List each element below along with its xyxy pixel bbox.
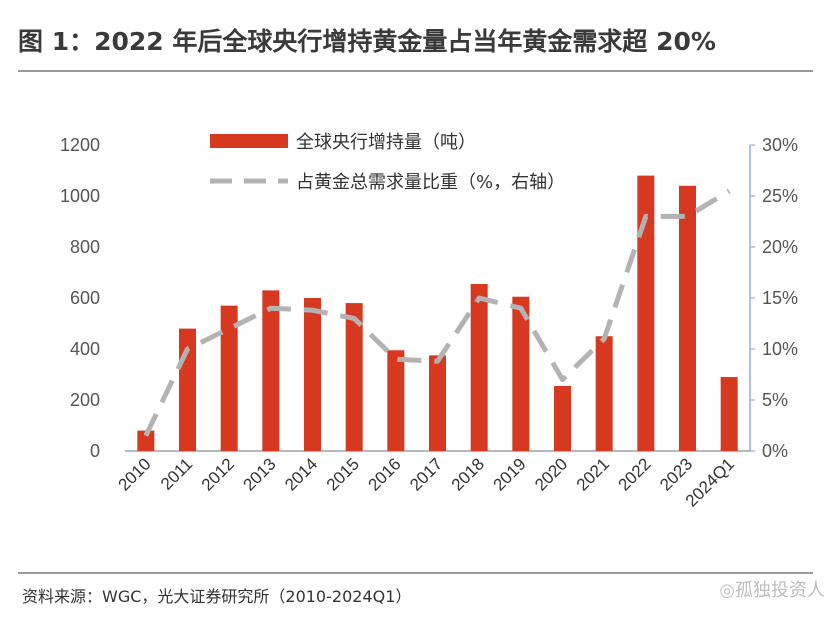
right-y-tick-label: 15% bbox=[762, 288, 798, 308]
x-tick-label: 2018 bbox=[448, 454, 488, 494]
x-tick-label: 2015 bbox=[323, 454, 363, 494]
bar-2014 bbox=[304, 298, 321, 451]
x-tick-label: 2020 bbox=[531, 454, 571, 494]
x-tick-label: 2013 bbox=[239, 454, 279, 494]
bar-2019 bbox=[512, 296, 530, 451]
right-y-tick-label: 10% bbox=[762, 339, 798, 359]
right-y-tick-label: 30% bbox=[762, 135, 798, 155]
bar-2010 bbox=[137, 430, 155, 451]
axes-group: 0 200 400 600 800 1000 1200 0% 5% 10% 15% 20% 25% 30%… bbox=[60, 135, 798, 511]
legend-group: 全球央行增持量（吨） 占黄金总需求量比重（%，右轴） bbox=[210, 132, 565, 193]
left-y-tick-label: 1200 bbox=[60, 135, 100, 155]
bar-2012 bbox=[220, 305, 238, 451]
source-note: 资料来源：WGC，光大证券研究所（2010-2024Q1） bbox=[22, 587, 412, 606]
bar-2017 bbox=[429, 355, 446, 451]
left-y-tick-label: 1000 bbox=[60, 186, 100, 206]
left-y-tick-label: 400 bbox=[70, 339, 100, 359]
footer-divider bbox=[18, 572, 813, 574]
bars-group bbox=[137, 175, 738, 452]
legend-label-line: 占黄金总需求量比重（%，右轴） bbox=[296, 172, 565, 193]
legend-swatch-bar bbox=[210, 134, 288, 148]
x-tick-label: 2010 bbox=[114, 454, 154, 494]
chart-title: 图 1：2022 年后全球央行增持黄金量占当年黄金需求超 20% bbox=[18, 27, 716, 56]
bar-2018 bbox=[470, 283, 488, 451]
x-tick-label: 2017 bbox=[406, 454, 446, 494]
bar-2023 bbox=[679, 185, 696, 452]
x-tick-label: 2012 bbox=[198, 454, 238, 494]
right-y-tick-label: 5% bbox=[762, 390, 788, 410]
bar-2021 bbox=[595, 336, 613, 451]
x-tick-label: 2021 bbox=[573, 454, 613, 494]
legend-label-bar: 全球央行增持量（吨） bbox=[296, 132, 476, 153]
x-tick-label: 2011 bbox=[157, 454, 196, 493]
bar-2024Q1 bbox=[720, 377, 738, 451]
x-tick-label: 2019 bbox=[489, 454, 529, 494]
bar-2015 bbox=[345, 303, 363, 451]
title-divider bbox=[18, 70, 813, 72]
left-y-tick-label: 0 bbox=[90, 441, 100, 461]
watermark-text: ◎孤独投资人 bbox=[719, 580, 825, 601]
x-tick-label: 2016 bbox=[364, 454, 404, 494]
bar-line-chart: 0 200 400 600 800 1000 1200 0% 5% 10% 15% 20% 25% 30%… bbox=[60, 132, 798, 511]
right-y-tick-label: 0% bbox=[762, 441, 788, 461]
bar-2022 bbox=[637, 175, 655, 451]
left-y-tick-label: 800 bbox=[70, 237, 100, 257]
x-tick-label: 2022 bbox=[614, 454, 654, 494]
bar-2013 bbox=[262, 290, 280, 451]
bar-2016 bbox=[387, 350, 405, 451]
x-tick-label: 2014 bbox=[281, 454, 321, 494]
ratio-line-group bbox=[143, 188, 731, 437]
right-y-tick-label: 20% bbox=[762, 237, 798, 257]
left-y-tick-label: 600 bbox=[70, 288, 100, 308]
right-y-tick-label: 25% bbox=[762, 186, 798, 206]
bar-2020 bbox=[554, 385, 571, 451]
left-y-tick-label: 200 bbox=[70, 390, 100, 410]
